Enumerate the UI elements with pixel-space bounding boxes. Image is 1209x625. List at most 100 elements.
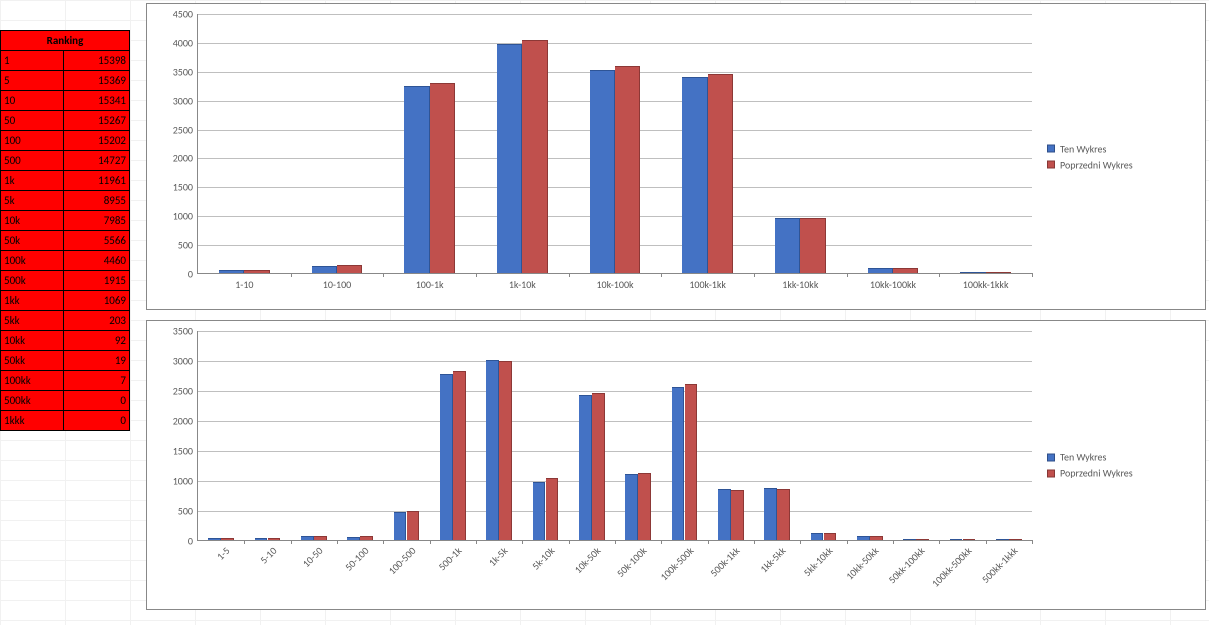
x-tick-mark [522,540,523,544]
chart-bottom: 05001000150020002500300035001-55-1010-50… [146,320,1206,610]
ranking-key: 5k [1,191,64,211]
x-tick-label: 5kk-10kk [796,540,835,579]
chart-top-plot: 0500100015002000250030003500400045001-10… [197,14,1032,274]
table-row: 115398 [1,51,130,71]
x-tick-label: 500-1k [431,540,464,573]
bar-series2 [592,393,605,540]
y-tick-label: 1500 [173,181,198,194]
x-tick-mark [847,273,848,277]
x-tick-mark [291,273,292,277]
x-tick-label: 100-1k [416,273,444,291]
x-tick-label: 500kk-1kkk [975,540,1021,586]
bar-series1 [533,482,546,540]
ranking-value: 11961 [64,171,130,191]
ranking-key: 50kk [1,351,64,371]
legend-label-series1: Ten Wykres [1060,451,1106,464]
table-row: 10k7985 [1,211,130,231]
y-tick-label: 1000 [173,475,198,488]
x-tick-label: 5-10 [253,540,279,566]
x-tick-label: 10-50 [295,540,325,570]
table-row: 10kk92 [1,331,130,351]
gridline [198,391,1032,392]
ranking-key: 5kk [1,311,64,331]
bar-series1 [590,70,615,273]
legend-swatch-series2 [1047,469,1055,477]
bar-series1 [404,86,429,273]
ranking-key: 10 [1,91,64,111]
bar-series1 [312,266,337,274]
bar-series1 [996,539,1009,540]
table-row: 515369 [1,71,130,91]
ranking-value: 15398 [64,51,130,71]
y-tick-label: 3000 [173,355,198,368]
x-tick-label: 10k-100k [596,273,633,291]
x-tick-mark [708,540,709,544]
ranking-key: 500k [1,271,64,291]
x-tick-mark [569,273,570,277]
ranking-value: 15341 [64,91,130,111]
bar-series1 [950,539,963,540]
bar-series2 [893,268,918,273]
ranking-value: 5566 [64,231,130,251]
bar-series2 [986,272,1011,273]
ranking-value: 1069 [64,291,130,311]
table-row: 5k8955 [1,191,130,211]
ranking-key: 5 [1,71,64,91]
bar-series2 [244,270,269,273]
x-tick-mark [847,540,848,544]
x-tick-mark [939,273,940,277]
chart-top-legend: Ten Wykres Poprzedni Wykres [1047,139,1197,174]
x-tick-label: 50k-100k [610,540,650,580]
bar-series2 [638,473,651,540]
x-tick-label: 10kk-50kk [839,540,882,583]
x-tick-mark [337,540,338,544]
table-row: 500k1915 [1,271,130,291]
bar-series1 [682,77,707,273]
x-tick-mark [1032,540,1033,544]
y-tick-label: 500 [178,505,198,518]
bar-series1 [347,537,360,540]
y-tick-label: 3000 [173,94,198,107]
bar-series2 [546,478,559,540]
x-tick-mark [661,540,662,544]
x-tick-mark [476,273,477,277]
bar-series2 [1009,539,1022,540]
ranking-value: 0 [64,391,130,411]
x-tick-mark [1032,273,1033,277]
bar-series1 [486,360,499,540]
bar-series2 [870,536,883,541]
bar-series2 [499,361,512,540]
y-tick-label: 2000 [173,152,198,165]
ranking-key: 100 [1,131,64,151]
ranking-value: 14727 [64,151,130,171]
bar-series2 [360,536,373,540]
x-tick-mark [615,540,616,544]
bar-series1 [579,395,592,540]
ranking-table: Ranking 11539851536910153415015267100152… [0,30,130,431]
x-tick-mark [939,540,940,544]
legend-swatch-series1 [1047,145,1055,153]
legend-label-series2: Poprzedni Wykres [1060,467,1133,480]
ranking-key: 1k [1,171,64,191]
x-tick-mark [430,540,431,544]
bar-series1 [857,536,870,540]
bar-series2 [268,538,281,540]
x-tick-mark [893,540,894,544]
bar-series2 [708,74,733,273]
bar-series1 [208,538,221,540]
table-row: 500kk0 [1,391,130,411]
table-row: 50kk19 [1,351,130,371]
table-row: 10015202 [1,131,130,151]
bar-series1 [672,387,685,540]
x-tick-label: 50-100 [338,540,372,574]
ranking-value: 0 [64,411,130,431]
bar-series2 [777,489,790,540]
bar-series2 [522,40,547,273]
y-tick-label: 0 [188,268,198,281]
x-tick-label: 5k-10k [524,540,557,573]
x-tick-label: 1kk-10kk [782,273,818,291]
ranking-key: 500kk [1,391,64,411]
ranking-key: 100k [1,251,64,271]
bar-series2 [685,384,698,540]
chart-bottom-plot: 05001000150020002500300035001-55-1010-50… [197,331,1032,541]
